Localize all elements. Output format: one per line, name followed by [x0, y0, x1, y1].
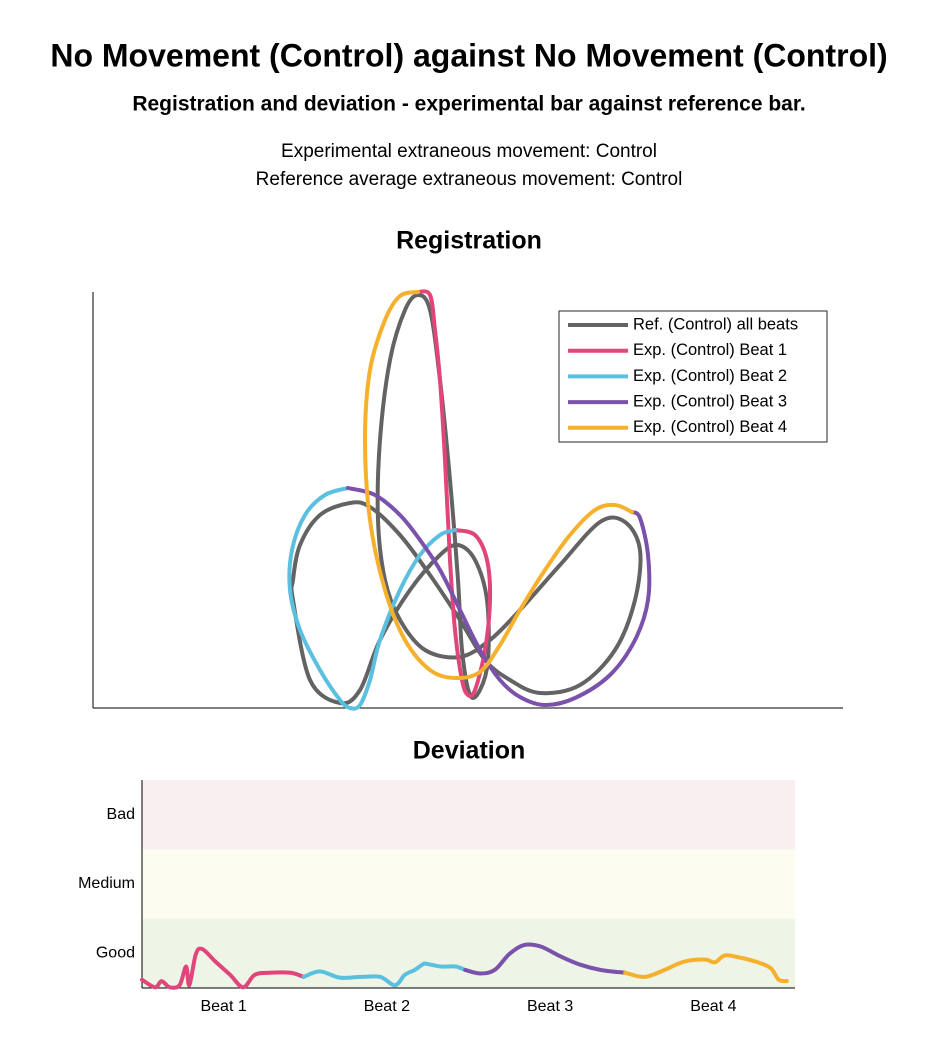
info-line: Reference average extraneous movement: C… [256, 169, 683, 190]
y-tick-label: Good [96, 945, 135, 962]
series-line [363, 290, 634, 681]
series-line [287, 486, 457, 711]
chart-title: Registration [396, 227, 542, 255]
x-tick-label: Beat 1 [200, 998, 246, 1015]
series-line [623, 953, 789, 984]
deviation-band [142, 849, 795, 919]
legend-label: Exp. (Control) Beat 3 [633, 392, 787, 410]
x-tick-label: Beat 2 [364, 998, 410, 1015]
series-line [140, 946, 306, 990]
chart-title: Deviation [413, 737, 526, 765]
legend-label: Ref. (Control) all beats [633, 315, 798, 333]
deviation-band [142, 780, 795, 850]
figure-title: No Movement (Control) against No Movemen… [50, 37, 887, 73]
series-line [463, 942, 628, 976]
x-tick-label: Beat 4 [690, 998, 736, 1015]
deviation-band [142, 918, 795, 988]
y-tick-label: Medium [78, 875, 135, 892]
figure-subtitle: Registration and deviation - experimenta… [132, 93, 805, 116]
series-line [301, 961, 468, 988]
series-line [289, 293, 643, 706]
series-line [416, 289, 493, 699]
info-line: Experimental extraneous movement: Contro… [281, 141, 657, 162]
legend-label: Exp. (Control) Beat 4 [633, 418, 787, 436]
legend-label: Exp. (Control) Beat 1 [633, 341, 787, 359]
y-tick-label: Bad [107, 806, 135, 823]
x-tick-label: Beat 3 [527, 998, 573, 1015]
series-line [346, 486, 652, 708]
legend-label: Exp. (Control) Beat 2 [633, 367, 787, 385]
